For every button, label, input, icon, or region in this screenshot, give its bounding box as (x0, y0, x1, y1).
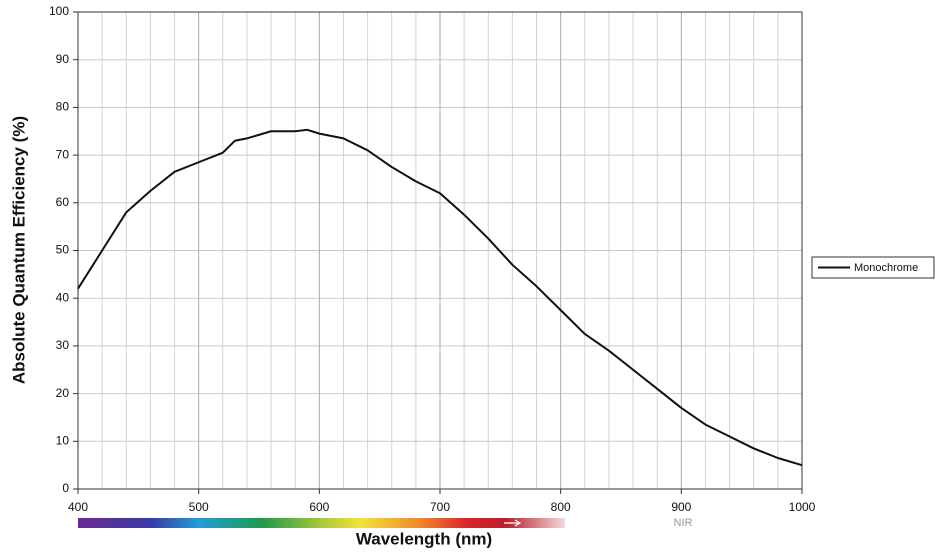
data-line (77, 128, 803, 467)
y-axis-label: Absolute Quantum Efficiency (%) (9, 116, 28, 384)
y-tick-label: 0 (62, 481, 69, 495)
legend-box (811, 256, 935, 279)
x-axis-label: Wavelength (nm) (356, 529, 492, 548)
x-tick-label: 400 (68, 500, 88, 514)
x-tick-label: 500 (189, 500, 209, 514)
y-tick-label: 90 (56, 52, 70, 66)
legend-label: Monochrome (854, 262, 918, 274)
y-tick-label: 50 (56, 243, 70, 257)
y-tick-label: 100 (49, 4, 69, 18)
y-tick-label: 30 (56, 338, 70, 352)
y-tick-label: 20 (56, 386, 70, 400)
x-tick-label: 900 (671, 500, 691, 514)
spectrum-bar (78, 518, 565, 528)
y-tick-label: 10 (56, 433, 70, 447)
x-tick-label: 700 (430, 500, 450, 514)
x-tick-label: 1000 (789, 500, 816, 514)
y-tick-label: 70 (56, 147, 70, 161)
x-tick-label: 600 (309, 500, 329, 514)
x-tick-label: 800 (551, 500, 571, 514)
plot-frame (77, 11, 803, 490)
y-tick-label: 40 (56, 290, 70, 304)
y-tick-label: 60 (56, 195, 70, 209)
band-label: NIR (674, 517, 693, 529)
y-tick-label: 80 (56, 100, 70, 114)
nir-arrow (504, 519, 522, 527)
